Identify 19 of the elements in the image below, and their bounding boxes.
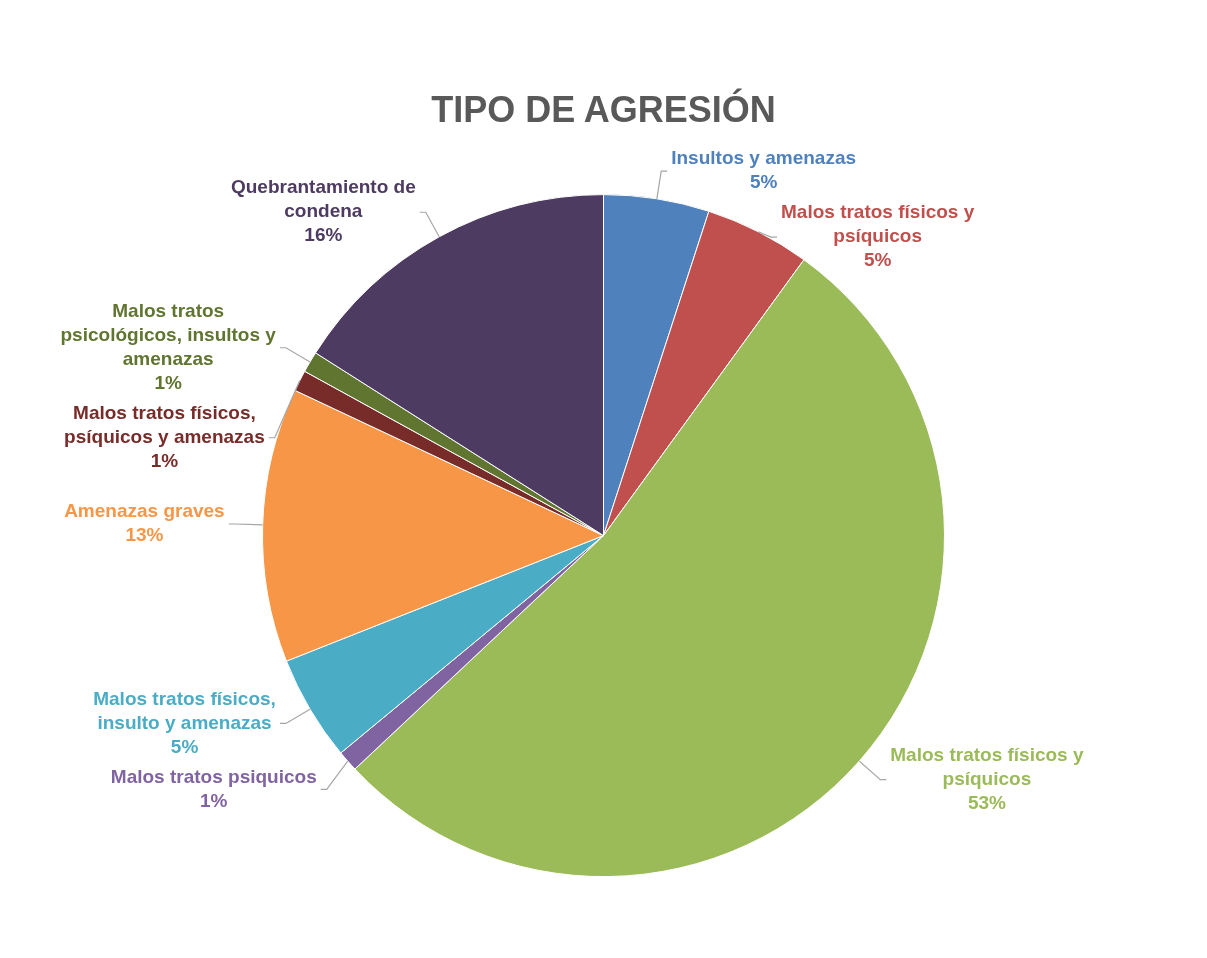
slice-label: Malos tratos físicos, insulto y amenazas [93, 687, 276, 733]
data-label: 5% [170, 735, 199, 757]
slice-label: Insultos y amenazas [671, 147, 857, 169]
slice-label: Malos tratos físicos, psíquicos y amenazas [64, 402, 265, 447]
slice-label: Malos tratos físicos y psíquicos [890, 743, 1084, 789]
data-label: 5% [749, 171, 778, 193]
data-label: 16% [304, 224, 343, 246]
slice-label: Quebrantamiento de condena [230, 176, 416, 222]
slice-label: Malos tratos psiquicos [110, 765, 317, 787]
data-label: 1% [154, 372, 183, 393]
chart-title: TIPO DE AGRESIÓN [431, 87, 776, 130]
data-label: 13% [125, 524, 164, 546]
data-label: 1% [200, 789, 228, 811]
slice-label: Amenazas graves [64, 500, 225, 522]
data-label: 5% [863, 249, 892, 271]
data-label: 53% [967, 791, 1007, 813]
slice-label: Malos tratos físicos y psíquicos [781, 201, 975, 247]
slice-label: Malos tratos psicológicos, insultos y amenazas [60, 300, 277, 369]
data-label: 1% [150, 450, 179, 471]
